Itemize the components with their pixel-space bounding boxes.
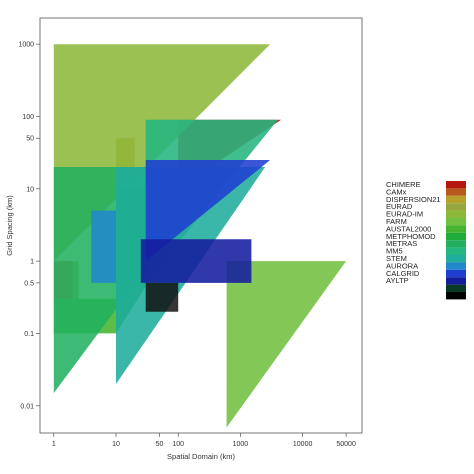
legend-label: MM5 [386,247,403,256]
legend-swatch [446,203,466,211]
legend-swatch [446,247,466,255]
legend-swatch [446,181,466,189]
y-axis: 0.01 0.1 0.5 1 10 50 100 1000 [18,42,40,410]
y-axis-label: Grid Spacing (km) [5,195,14,256]
x-tick-label: 1000 [233,441,249,448]
legend-label: EURAD-IM [386,210,423,219]
legend-swatch [446,218,466,226]
x-tick-label: 10000 [293,441,313,448]
legend-label: FARM [386,217,407,226]
series-shape-unnamed [145,282,179,312]
legend-label: EURAD [386,202,413,211]
y-tick-label: 10 [26,186,34,193]
x-axis-label: Spatial Domain (km) [167,452,235,461]
legend-label: STEM [386,254,407,263]
legend-swatch [446,277,466,285]
legend-label: CALGRID [386,269,420,278]
legend-label: DISPERSION21 [386,195,441,204]
series-shape-aurora [91,210,116,283]
legend-label: AUSTAL2000 [386,224,431,233]
y-tick-label: 0.5 [24,280,34,287]
y-tick-label: 100 [22,114,34,121]
y-tick-label: 0.01 [20,403,34,410]
x-axis: 1 10 50 100 1000 10000 50000 [52,433,356,448]
x-tick-label: 50000 [336,441,356,448]
plot-area [53,44,347,428]
legend-swatch [446,284,466,292]
legend-swatch [446,269,466,278]
y-tick-label: 1000 [18,42,34,49]
x-tick-label: 1 [52,441,56,448]
series-shape-calgrid [145,160,271,262]
legend-label: METPHOMOD [386,232,436,241]
x-tick-label: 100 [172,441,184,448]
legend-label: CHIMERE [386,180,421,189]
legend-swatch [446,240,466,248]
legend-swatch [446,255,466,263]
y-tick-label: 50 [26,136,34,143]
legend-swatch [446,225,466,233]
legend-swatch [446,195,466,204]
legend-swatch [446,262,466,270]
series-shape-ayltp [140,239,252,283]
y-tick-label: 0.1 [24,331,34,338]
legend-label: METRAS [386,239,417,248]
x-tick-label: 50 [156,441,164,448]
legend: CHIMERECAMxDISPERSION21EURADEURAD-IMFARM… [386,180,466,300]
x-tick-label: 10 [112,441,120,448]
plot-frame [39,17,363,434]
legend-label: AYLTP [386,276,409,285]
legend-label: CAMx [386,187,407,196]
legend-swatch [446,210,466,218]
legend-swatch [446,232,466,241]
y-tick-label: 1 [30,259,34,266]
legend-swatch [446,292,466,300]
legend-label: AURORA [386,261,418,270]
series-shape-farm [226,261,347,428]
legend-swatch [446,188,466,196]
